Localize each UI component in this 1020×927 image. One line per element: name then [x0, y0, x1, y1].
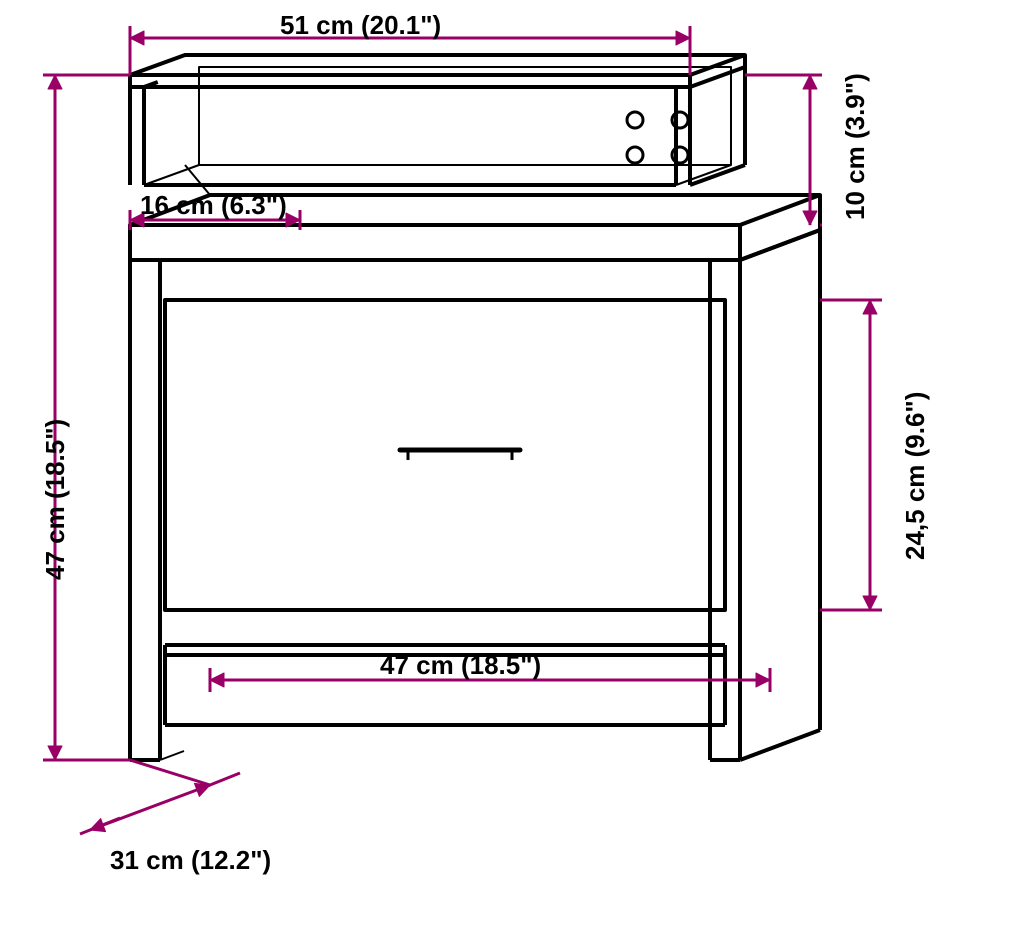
dim-shelf-depth: 16 cm (6.3"): [140, 190, 287, 221]
dim-bottom-width: 47 cm (18.5"): [380, 650, 541, 681]
dim-drawer-height: 24,5 cm (9.6"): [900, 392, 931, 560]
dim-depth: 31 cm (12.2"): [110, 845, 271, 876]
dim-height-total: 47 cm (18.5"): [40, 419, 71, 580]
dim-top-width: 51 cm (20.1"): [280, 10, 441, 41]
dim-shelf-height: 10 cm (3.9"): [840, 73, 871, 220]
